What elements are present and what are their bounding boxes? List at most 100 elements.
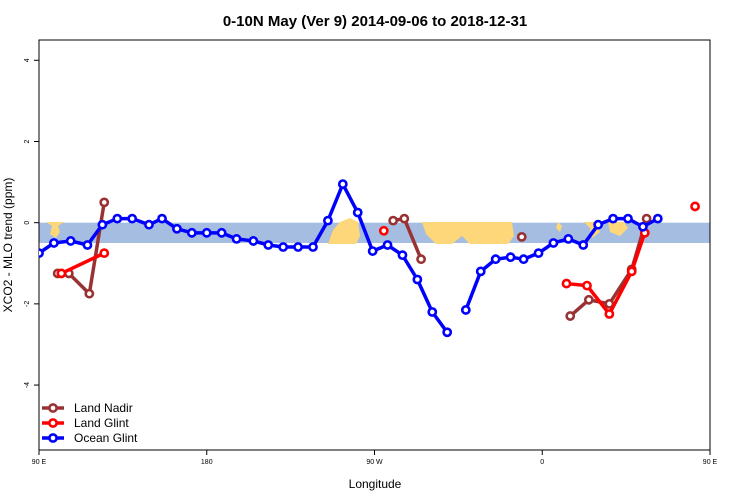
data-point-ocean-glint xyxy=(337,179,348,190)
data-point-ocean-glint xyxy=(323,215,333,226)
data-point-ocean-glint xyxy=(172,223,182,234)
y-tick-label: -2 xyxy=(24,301,31,307)
data-point-ocean-glint xyxy=(533,248,544,259)
data-point-ocean-glint xyxy=(352,207,363,218)
data-point-ocean-glint xyxy=(518,254,529,265)
series-line-land-nadir xyxy=(57,202,106,296)
land-band-africa xyxy=(422,222,514,244)
data-point-ocean-glint xyxy=(475,266,486,277)
y-axis-label: XCO2 - MLO trend (ppm) xyxy=(1,178,15,313)
data-point-ocean-glint xyxy=(652,213,663,224)
legend-item-land-nadir: Land Nadir xyxy=(42,401,133,415)
y-tick-label: 2 xyxy=(24,139,31,143)
data-point-land-nadir xyxy=(388,215,399,226)
data-point-ocean-glint xyxy=(397,250,408,261)
data-point-ocean-glint xyxy=(578,240,589,250)
x-tick-label: 90 W xyxy=(366,459,383,466)
data-point-ocean-glint xyxy=(112,213,123,224)
data-point-land-nadir xyxy=(84,288,95,299)
data-point-ocean-glint xyxy=(278,242,289,252)
y-tick-label: 0 xyxy=(24,221,31,225)
data-point-ocean-glint xyxy=(638,221,648,232)
data-point-ocean-glint xyxy=(427,307,438,317)
x-tick-label: 0 xyxy=(540,459,544,466)
y-axis: -4 -2 0 2 4 xyxy=(24,58,39,388)
series-layer xyxy=(39,179,750,338)
data-point-land-glint xyxy=(690,201,700,212)
data-point-ocean-glint xyxy=(186,227,197,238)
data-point-ocean-glint xyxy=(505,252,516,263)
data-point-ocean-glint xyxy=(65,236,76,246)
data-point-ocean-glint xyxy=(97,219,108,230)
legend-label: Land Nadir xyxy=(74,401,133,415)
data-point-land-nadir xyxy=(516,231,527,242)
x-tick-label: 180 xyxy=(201,459,213,466)
series-line-land-glint xyxy=(734,253,750,273)
data-point-land-glint xyxy=(56,268,67,279)
x-tick-label: 90 E xyxy=(32,459,47,466)
data-point-ocean-glint xyxy=(593,219,604,230)
data-point-land-glint xyxy=(561,278,572,289)
data-point-ocean-glint xyxy=(157,213,167,224)
data-point-ocean-glint xyxy=(127,213,138,224)
data-point-ocean-glint xyxy=(367,246,378,256)
data-point-land-nadir xyxy=(565,311,576,321)
chart-title: 0-10N May (Ver 9) 2014-09-06 to 2018-12-… xyxy=(223,13,527,30)
series-ocean-glint xyxy=(39,179,663,338)
data-point-land-nadir xyxy=(729,270,736,277)
data-point-land-glint xyxy=(378,225,389,236)
legend-item-land-glint: Land Glint xyxy=(42,416,129,430)
data-point-ocean-glint xyxy=(39,248,44,259)
data-point-land-nadir xyxy=(641,213,652,224)
legend-swatch-marker xyxy=(48,403,58,413)
data-point-land-glint xyxy=(626,266,637,277)
data-point-ocean-glint xyxy=(308,242,318,252)
series-line-land-nadir xyxy=(732,202,750,293)
series-land-glint xyxy=(56,201,750,319)
data-point-ocean-glint xyxy=(563,234,574,244)
y-tick-label: 4 xyxy=(24,58,31,62)
x-tick-label: 90 E xyxy=(703,459,718,466)
data-point-ocean-glint xyxy=(490,254,501,265)
data-point-land-glint xyxy=(604,309,615,319)
ocean-band xyxy=(39,222,710,243)
y-tick-label: -4 xyxy=(24,382,31,388)
data-point-land-nadir xyxy=(583,294,594,305)
data-point-ocean-glint xyxy=(144,219,154,230)
data-point-ocean-glint xyxy=(548,238,559,248)
data-point-ocean-glint xyxy=(82,240,93,250)
data-point-land-glint xyxy=(731,270,738,277)
data-point-ocean-glint xyxy=(293,242,303,252)
data-point-land-nadir xyxy=(99,197,110,208)
land-band-asia-west xyxy=(46,222,64,238)
data-point-ocean-glint xyxy=(201,227,212,238)
land-band-island xyxy=(556,222,562,232)
data-point-ocean-glint xyxy=(49,238,59,248)
data-point-ocean-glint xyxy=(623,213,633,224)
legend-item-ocean-glint: Ocean Glint xyxy=(42,431,138,445)
data-point-ocean-glint xyxy=(442,327,453,338)
land-band-americas xyxy=(328,218,360,244)
data-point-ocean-glint xyxy=(248,236,259,246)
data-point-land-nadir xyxy=(399,213,410,224)
data-point-ocean-glint xyxy=(382,240,393,250)
legend-label: Land Glint xyxy=(74,416,129,430)
data-point-land-glint xyxy=(582,280,592,291)
legend-swatch-marker xyxy=(48,418,58,428)
data-point-ocean-glint xyxy=(460,305,471,315)
series-line-land-glint xyxy=(60,251,105,275)
plot-frame xyxy=(38,39,711,451)
series-line-ocean-glint xyxy=(39,182,449,334)
data-point-ocean-glint xyxy=(608,213,618,224)
data-point-ocean-glint xyxy=(263,240,274,250)
data-point-land-nadir xyxy=(736,268,743,275)
data-point-ocean-glint xyxy=(412,274,423,285)
data-point-ocean-glint xyxy=(231,234,242,244)
x-axis-label: Longitude xyxy=(349,477,402,491)
data-point-land-nadir xyxy=(416,254,426,265)
data-point-ocean-glint xyxy=(216,227,227,238)
legend-label: Ocean Glint xyxy=(74,431,138,445)
